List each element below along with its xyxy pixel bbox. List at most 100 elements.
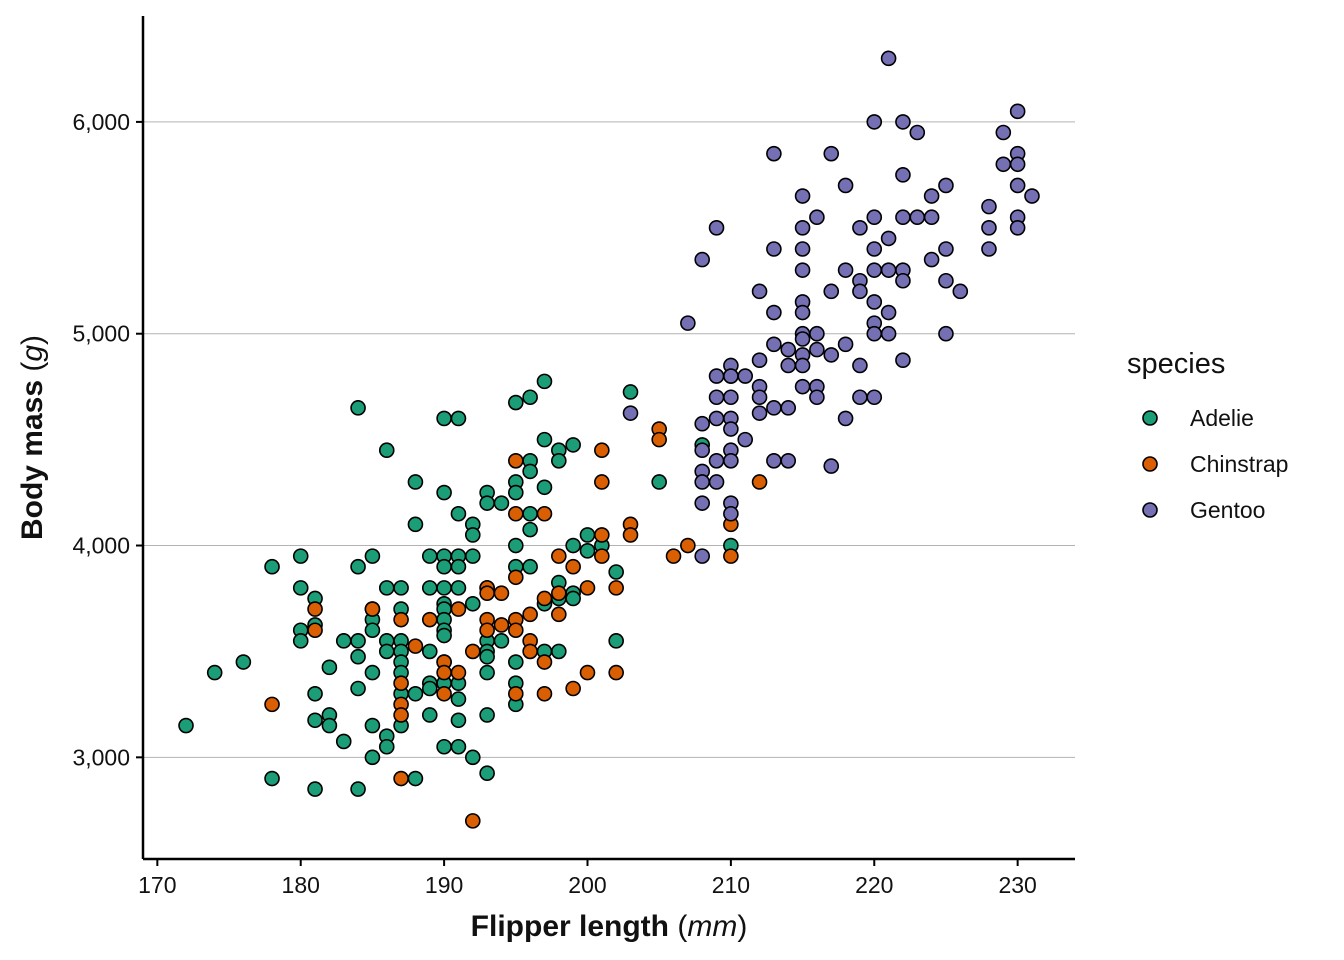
point-adelie-54 <box>421 680 438 697</box>
point-chinstrap-7 <box>393 707 409 723</box>
point-gentoo-51 <box>794 378 811 395</box>
legend-key-chinstrap <box>1142 456 1158 472</box>
point-chinstrap-24 <box>507 452 524 469</box>
point-adelie-23 <box>350 680 366 697</box>
point-chinstrap-54 <box>665 548 682 564</box>
point-adelie-5 <box>292 548 309 564</box>
point-gentoo-107 <box>1009 177 1026 194</box>
point-chinstrap-46 <box>594 527 610 543</box>
point-gentoo-0 <box>622 405 639 421</box>
point-adelie-104 <box>522 463 538 480</box>
point-gentoo-56 <box>809 389 825 406</box>
point-gentoo-40 <box>780 452 797 469</box>
point-chinstrap-28 <box>507 622 524 639</box>
point-gentoo-70 <box>866 114 883 130</box>
point-adelie-6 <box>292 580 309 596</box>
point-adelie-50 <box>421 548 438 564</box>
point-gentoo-50 <box>794 357 811 374</box>
point-gentoo-19 <box>723 421 739 437</box>
point-gentoo-24 <box>737 368 754 384</box>
point-gentoo-91 <box>923 188 940 204</box>
point-gentoo-79 <box>880 230 897 247</box>
point-adelie-12 <box>307 712 323 729</box>
point-adelie-99 <box>507 654 524 670</box>
point-adelie-90 <box>479 707 495 723</box>
point-chinstrap-26 <box>507 569 524 586</box>
point-chinstrap-13 <box>436 685 452 702</box>
point-adelie-119 <box>565 537 581 554</box>
x-axis-title: Flipper length (mm) <box>471 910 748 943</box>
point-adelie-117 <box>551 643 567 660</box>
point-chinstrap-25 <box>507 505 524 522</box>
point-adelie-82 <box>464 749 481 766</box>
point-adelie-16 <box>321 659 338 676</box>
point-gentoo-34 <box>766 336 782 353</box>
point-gentoo-93 <box>923 251 940 268</box>
point-gentoo-85 <box>895 209 911 226</box>
point-chinstrap-32 <box>522 643 538 660</box>
legend-label-chinstrap: Chinstrap <box>1190 451 1288 477</box>
point-gentoo-68 <box>852 357 868 374</box>
point-chinstrap-58 <box>723 548 739 564</box>
point-adelie-33 <box>378 580 395 596</box>
x-tick-label-170: 170 <box>138 872 176 898</box>
point-adelie-69 <box>450 410 467 427</box>
point-gentoo-67 <box>852 283 868 300</box>
point-chinstrap-40 <box>565 558 581 575</box>
point-gentoo-109 <box>1009 220 1026 236</box>
point-adelie-93 <box>493 633 510 649</box>
point-gentoo-2 <box>694 251 711 268</box>
point-gentoo-73 <box>866 262 883 278</box>
point-gentoo-57 <box>823 145 840 162</box>
point-gentoo-54 <box>809 341 825 358</box>
point-chinstrap-8 <box>393 770 409 787</box>
point-gentoo-71 <box>866 209 883 226</box>
point-adelie-1 <box>206 664 223 681</box>
y-axis-title: Body mass (g) <box>16 335 49 540</box>
point-adelie-91 <box>479 765 495 782</box>
point-gentoo-42 <box>794 220 811 236</box>
legend-key-adelie <box>1142 410 1158 426</box>
point-gentoo-25 <box>737 431 754 448</box>
point-chinstrap-1 <box>307 601 323 617</box>
x-tick-label-180: 180 <box>282 872 320 898</box>
point-gentoo-32 <box>766 241 782 257</box>
point-gentoo-61 <box>837 177 854 194</box>
point-gentoo-100 <box>981 220 997 236</box>
point-chinstrap-12 <box>436 664 452 681</box>
legend-title: species <box>1127 348 1225 380</box>
point-chinstrap-4 <box>393 611 409 628</box>
point-adelie-72 <box>450 558 467 575</box>
point-adelie-3 <box>264 558 280 575</box>
point-gentoo-8 <box>694 548 711 564</box>
point-chinstrap-21 <box>479 622 495 639</box>
point-chinstrap-45 <box>594 474 610 490</box>
point-gentoo-46 <box>794 304 811 321</box>
point-gentoo-30 <box>751 405 768 421</box>
point-chinstrap-5 <box>393 675 409 691</box>
point-adelie-125 <box>608 564 624 580</box>
point-gentoo-3 <box>694 415 711 432</box>
point-adelie-77 <box>450 738 467 755</box>
x-tick-label-230: 230 <box>998 872 1036 898</box>
legend: species Adelie Chinstrap Gentoo <box>1127 348 1288 523</box>
point-chinstrap-48 <box>608 580 624 596</box>
point-gentoo-89 <box>909 124 926 141</box>
x-axis-title-main: Flipper length <box>471 910 669 943</box>
point-adelie-19 <box>350 400 366 416</box>
y-tick-label-6000: 6,000 <box>72 109 130 135</box>
point-adelie-110 <box>536 479 553 496</box>
point-chinstrap-55 <box>680 537 696 554</box>
point-gentoo-36 <box>766 452 782 469</box>
point-adelie-73 <box>450 580 467 596</box>
point-chinstrap-16 <box>464 643 481 660</box>
point-adelie-127 <box>622 384 639 400</box>
point-gentoo-99 <box>981 198 997 215</box>
point-adelie-22 <box>350 648 366 665</box>
point-adelie-4 <box>264 770 280 787</box>
point-gentoo-63 <box>837 336 854 353</box>
point-chinstrap-47 <box>594 548 610 564</box>
point-adelie-107 <box>522 558 538 575</box>
point-adelie-123 <box>579 543 596 559</box>
point-gentoo-14 <box>708 474 725 490</box>
